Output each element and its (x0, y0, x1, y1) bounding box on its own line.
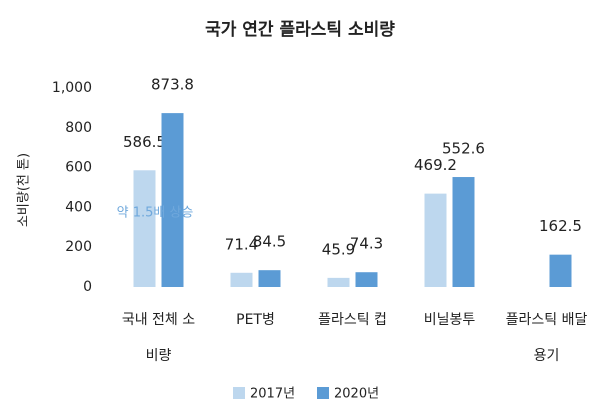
value-label: 552.6 (442, 140, 485, 158)
annotation: 약 1.5배 상승 (117, 206, 194, 221)
value-label: 162.5 (539, 217, 582, 235)
y-tick-label: 400 (65, 199, 92, 215)
y-axis-label: 소비량(천 톤) (17, 153, 32, 227)
legend-label: 2017년 (250, 387, 295, 402)
bar (258, 270, 281, 287)
x-tick-label: 비닐봉투 (423, 312, 476, 328)
bar (424, 193, 447, 287)
x-tick-label: 플라스틱 컵 (318, 312, 387, 328)
legend-swatch (233, 387, 245, 399)
bar (230, 272, 253, 287)
bar (355, 272, 378, 287)
value-label: 469.2 (414, 156, 457, 174)
value-label: 873.8 (151, 76, 194, 94)
y-tick-label: 800 (65, 120, 92, 136)
bar (452, 177, 475, 287)
value-label: 84.5 (253, 233, 286, 251)
y-tick-label: 1,000 (52, 80, 92, 96)
x-tick-label: PET병 (236, 312, 275, 328)
value-label: 45.9 (322, 240, 355, 258)
x-tick-label: 국내 전체 소비량 (121, 312, 196, 364)
bar (161, 113, 184, 287)
chart-title: 국가 연간 플라스틱 소비량 (205, 20, 395, 40)
y-tick-label: 0 (83, 279, 92, 295)
bar (133, 170, 156, 287)
legend-label: 2020년 (334, 387, 379, 402)
value-label: 71.4 (225, 235, 258, 253)
y-tick-label: 600 (65, 160, 92, 176)
x-tick-label: 플라스틱 배달용기 (505, 312, 588, 364)
legend-swatch (317, 387, 329, 399)
value-label: 74.3 (350, 235, 383, 253)
y-tick-label: 200 (65, 239, 92, 255)
bar (327, 277, 350, 287)
value-label: 586.5 (123, 133, 166, 151)
bar (549, 254, 572, 287)
